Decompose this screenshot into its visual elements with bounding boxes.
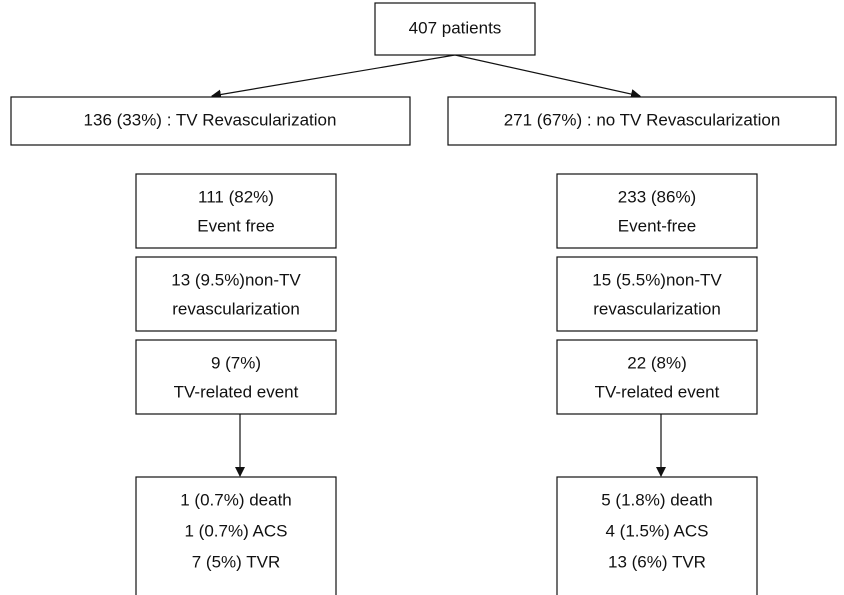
node-box (10, 96, 411, 146)
node-text: 4 (1.5%) ACS (606, 521, 709, 540)
node-text: 271 (67%) : no TV Revascularization (504, 110, 781, 129)
node-box (135, 339, 337, 415)
node-text: 1 (0.7%) ACS (185, 521, 288, 540)
node-text: 9 (7%) (211, 353, 261, 372)
node-text: 233 (86%) (618, 187, 696, 206)
node-text: revascularization (172, 299, 300, 318)
node-text: 13 (9.5%)non-TV (171, 270, 301, 289)
node-text: Event free (197, 216, 275, 235)
node-text: 136 (33%) : TV Revascularization (84, 110, 337, 129)
node-text: 1 (0.7%) death (180, 490, 292, 509)
node-box (556, 339, 758, 415)
arrow (211, 54, 456, 100)
node-text: TV-related event (174, 382, 299, 401)
node-text: revascularization (593, 299, 721, 318)
node-text: 111 (82%) (198, 187, 274, 206)
node-box (556, 256, 758, 332)
node-box (135, 173, 337, 249)
node-box (447, 96, 837, 146)
node-text: 22 (8%) (627, 353, 687, 372)
node-box (556, 476, 758, 595)
node-box (556, 173, 758, 249)
node-text: 7 (5%) TVR (192, 552, 281, 571)
node-text: Event-free (618, 216, 696, 235)
node-text: 15 (5.5%)non-TV (592, 270, 722, 289)
node-text: TV-related event (595, 382, 720, 401)
node-text: 407 patients (409, 18, 502, 37)
node-text: 5 (1.8%) death (601, 490, 713, 509)
arrow (454, 54, 641, 99)
node-text: 13 (6%) TVR (608, 552, 706, 571)
node-box (135, 476, 337, 595)
node-box (135, 256, 337, 332)
node-box (374, 2, 536, 56)
